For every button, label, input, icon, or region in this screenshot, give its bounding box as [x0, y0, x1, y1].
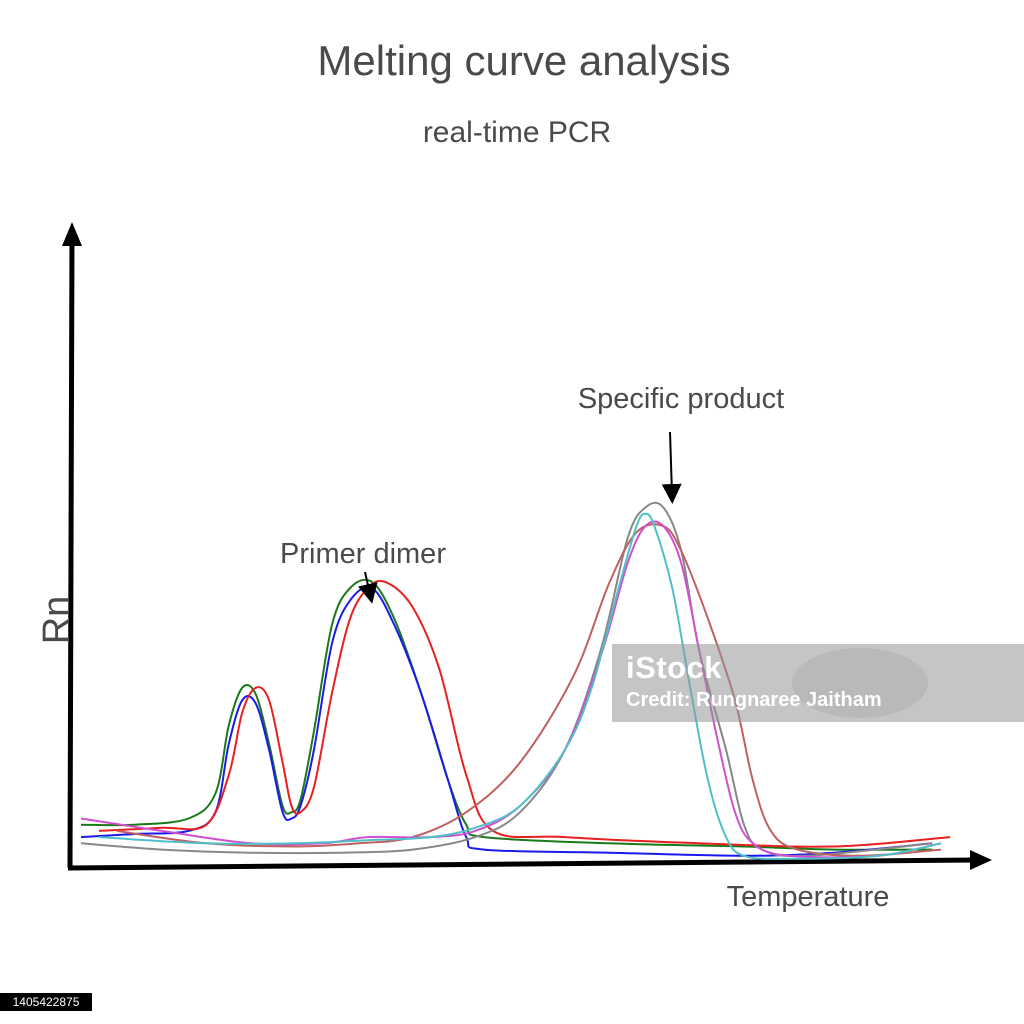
watermark-credit: Credit: Rungnaree Jaitham: [626, 689, 882, 711]
series-line-1: [80, 578, 933, 851]
x-axis-arrow-icon: [970, 850, 992, 870]
chart-subtitle: real-time PCR: [423, 116, 611, 149]
stock-id-badge: 1405422875: [0, 993, 92, 1011]
x-axis: [67, 857, 976, 871]
y-axis-label: Rn: [36, 596, 78, 645]
series-line-2: [80, 586, 933, 857]
x-axis-label: Temperature: [727, 881, 890, 913]
annotation-primer-dimer: Primer dimer: [280, 538, 446, 570]
series-layer: [80, 501, 951, 860]
annotation-specific-product: Specific product: [578, 383, 784, 415]
watermark-banner: iStock Credit: Rungnaree Jaitham: [612, 644, 1024, 722]
watermark-logo: iStock: [626, 650, 723, 685]
series-line-3: [98, 579, 951, 848]
specific-product-arrow: [661, 431, 682, 504]
series-line-7: [98, 512, 942, 860]
y-axis: [67, 231, 75, 869]
primer-dimer-arrow: [358, 571, 378, 604]
series-line-4: [80, 501, 933, 858]
y-axis-arrow-icon: [62, 222, 82, 246]
chart-title: Melting curve analysis: [317, 37, 730, 84]
watermark-circle-icon: [792, 648, 928, 718]
